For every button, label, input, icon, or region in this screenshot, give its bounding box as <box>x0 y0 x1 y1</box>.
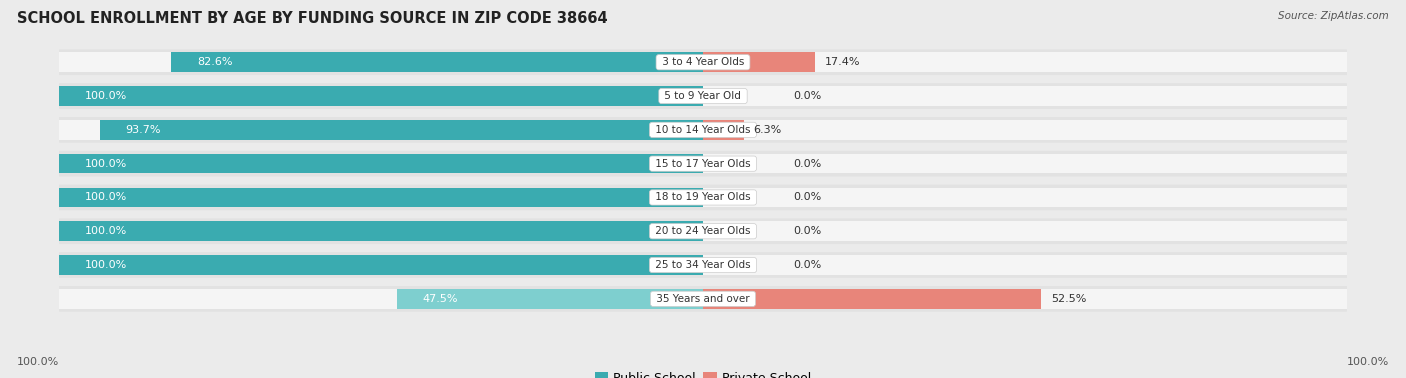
FancyBboxPatch shape <box>396 289 703 309</box>
Text: 18 to 19 Year Olds: 18 to 19 Year Olds <box>652 192 754 203</box>
Text: 10 to 14 Year Olds: 10 to 14 Year Olds <box>652 125 754 135</box>
FancyBboxPatch shape <box>703 289 1040 309</box>
Text: 100.0%: 100.0% <box>84 91 127 101</box>
FancyBboxPatch shape <box>59 50 1347 75</box>
Text: Source: ZipAtlas.com: Source: ZipAtlas.com <box>1278 11 1389 21</box>
FancyBboxPatch shape <box>59 255 703 275</box>
FancyBboxPatch shape <box>59 86 703 106</box>
FancyBboxPatch shape <box>59 252 1347 278</box>
FancyBboxPatch shape <box>59 53 1347 72</box>
Text: 3 to 4 Year Olds: 3 to 4 Year Olds <box>658 57 748 67</box>
Text: 100.0%: 100.0% <box>1347 357 1389 367</box>
Text: 82.6%: 82.6% <box>197 57 232 67</box>
FancyBboxPatch shape <box>100 120 703 139</box>
FancyBboxPatch shape <box>703 53 815 72</box>
FancyBboxPatch shape <box>59 222 1347 241</box>
Text: 0.0%: 0.0% <box>793 260 821 270</box>
FancyBboxPatch shape <box>59 184 1347 210</box>
Text: 15 to 17 Year Olds: 15 to 17 Year Olds <box>652 159 754 169</box>
Text: 20 to 24 Year Olds: 20 to 24 Year Olds <box>652 226 754 236</box>
Text: 0.0%: 0.0% <box>793 159 821 169</box>
FancyBboxPatch shape <box>59 187 703 207</box>
Text: 100.0%: 100.0% <box>84 192 127 203</box>
Text: 17.4%: 17.4% <box>825 57 860 67</box>
FancyBboxPatch shape <box>59 151 1347 177</box>
Text: SCHOOL ENROLLMENT BY AGE BY FUNDING SOURCE IN ZIP CODE 38664: SCHOOL ENROLLMENT BY AGE BY FUNDING SOUR… <box>17 11 607 26</box>
Legend: Public School, Private School: Public School, Private School <box>589 367 817 378</box>
FancyBboxPatch shape <box>59 117 1347 143</box>
Text: 6.3%: 6.3% <box>754 125 782 135</box>
Text: 100.0%: 100.0% <box>84 159 127 169</box>
FancyBboxPatch shape <box>59 286 1347 312</box>
Text: 93.7%: 93.7% <box>125 125 160 135</box>
FancyBboxPatch shape <box>59 154 703 174</box>
Text: 47.5%: 47.5% <box>423 294 458 304</box>
Text: 5 to 9 Year Old: 5 to 9 Year Old <box>661 91 745 101</box>
FancyBboxPatch shape <box>59 120 1347 139</box>
FancyBboxPatch shape <box>59 86 1347 106</box>
Text: 0.0%: 0.0% <box>793 91 821 101</box>
Text: 25 to 34 Year Olds: 25 to 34 Year Olds <box>652 260 754 270</box>
FancyBboxPatch shape <box>59 289 1347 309</box>
Text: 0.0%: 0.0% <box>793 192 821 203</box>
FancyBboxPatch shape <box>59 255 1347 275</box>
FancyBboxPatch shape <box>59 154 1347 174</box>
Text: 100.0%: 100.0% <box>17 357 59 367</box>
FancyBboxPatch shape <box>59 83 1347 109</box>
Text: 0.0%: 0.0% <box>793 226 821 236</box>
FancyBboxPatch shape <box>59 222 703 241</box>
FancyBboxPatch shape <box>172 53 703 72</box>
Text: 52.5%: 52.5% <box>1050 294 1085 304</box>
Text: 100.0%: 100.0% <box>84 226 127 236</box>
FancyBboxPatch shape <box>703 120 744 139</box>
Text: 35 Years and over: 35 Years and over <box>652 294 754 304</box>
FancyBboxPatch shape <box>59 218 1347 244</box>
FancyBboxPatch shape <box>59 187 1347 207</box>
Text: 100.0%: 100.0% <box>84 260 127 270</box>
